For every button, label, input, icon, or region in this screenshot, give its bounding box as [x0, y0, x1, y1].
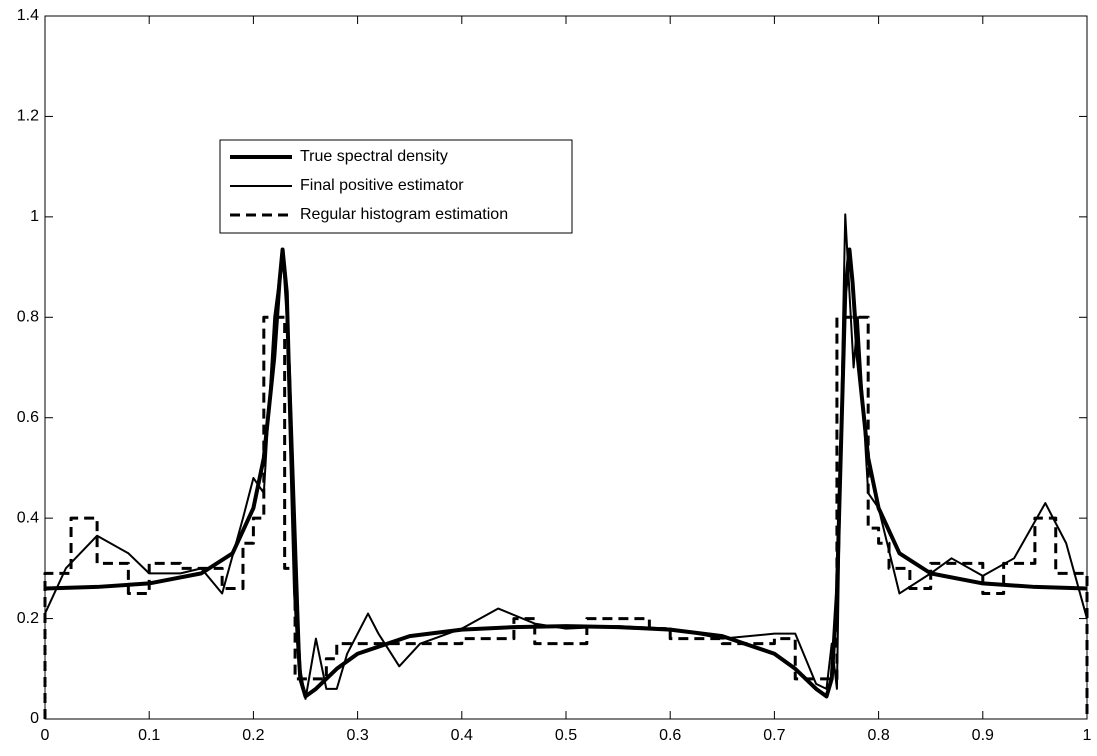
x-tick-label: 0.4 [451, 727, 473, 744]
x-tick-label: 0.1 [138, 727, 160, 744]
y-tick-label: 1.4 [17, 7, 39, 24]
x-tick-label: 0.6 [659, 727, 681, 744]
x-tick-label: 0.8 [867, 727, 889, 744]
plot-frame [44, 15, 1088, 720]
series-line [43, 315, 1089, 719]
y-tick-label: 1 [30, 208, 39, 225]
x-tick-label: 1 [1083, 727, 1092, 744]
legend-label: Final positive estimator [300, 177, 464, 194]
x-tick-label: 0.3 [346, 727, 368, 744]
series-line [44, 213, 1088, 700]
y-tick-label: 0.2 [17, 610, 39, 627]
x-tick-label: 0.9 [972, 727, 994, 744]
x-tick-label: 0.2 [242, 727, 264, 744]
y-tick-label: 1.2 [17, 108, 39, 125]
series-line [44, 247, 1088, 699]
legend-label: Regular histogram estimation [300, 206, 508, 223]
x-tick-label: 0.7 [763, 727, 785, 744]
x-tick-label: 0.5 [555, 727, 577, 744]
y-tick-label: 0.8 [17, 309, 39, 326]
legend-label: True spectral density [300, 148, 448, 165]
y-tick-label: 0.4 [17, 509, 39, 526]
x-tick-label: 0 [41, 727, 50, 744]
y-tick-label: 0 [30, 710, 39, 727]
y-tick-label: 0.6 [17, 409, 39, 426]
